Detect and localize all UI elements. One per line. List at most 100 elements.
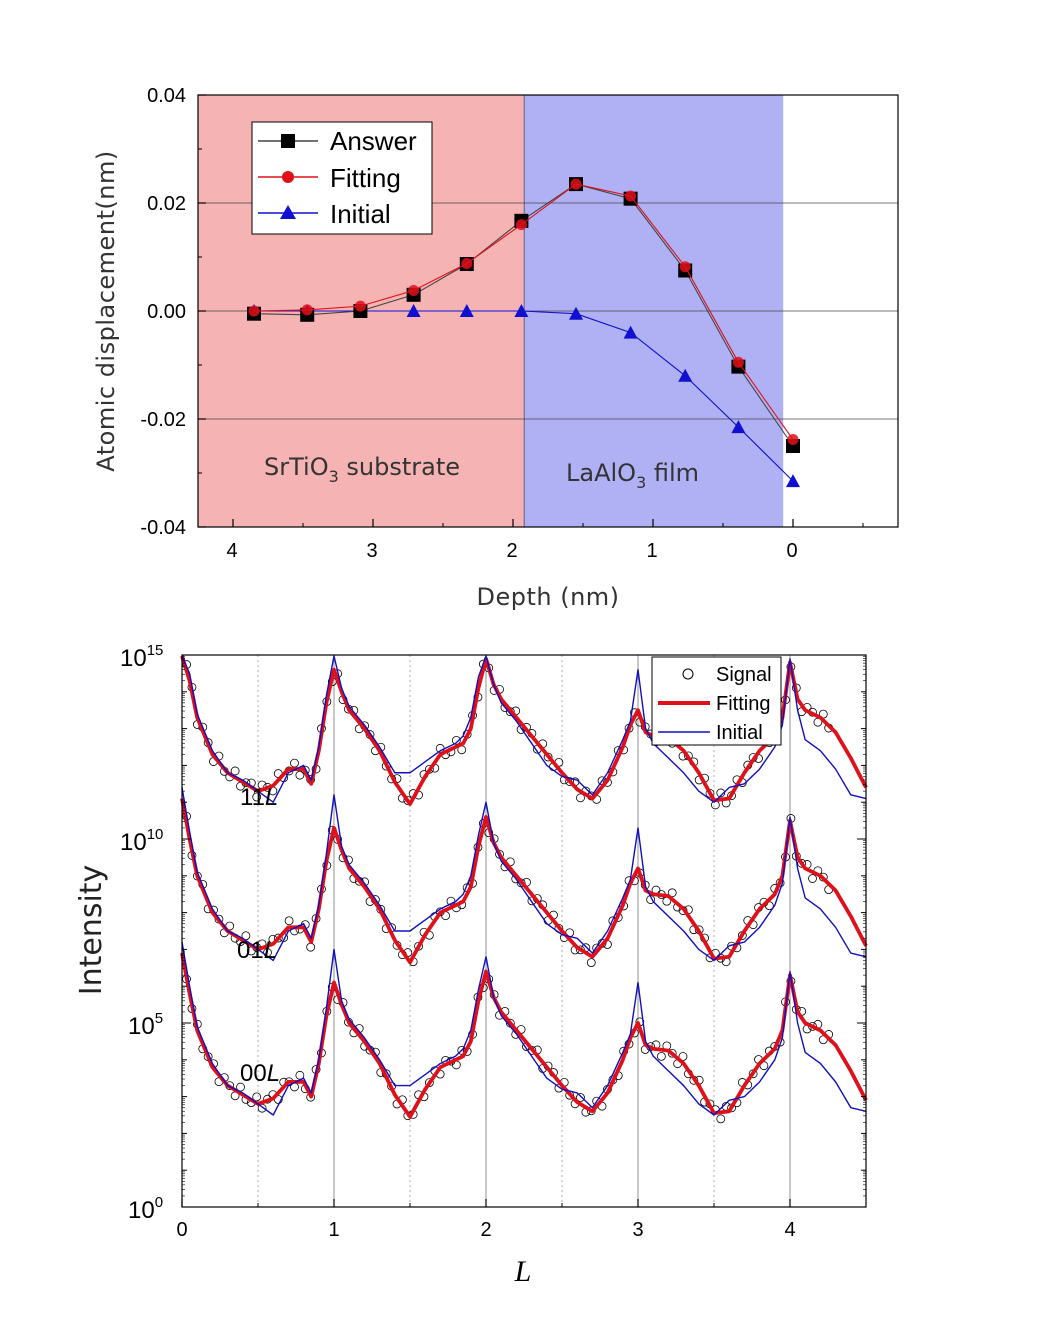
fitting-curve-11L (180, 655, 868, 806)
fitting-point-4 (461, 257, 473, 269)
substrate-label-prefix: SrTiO (264, 453, 329, 481)
y-tick-label-0.02: 0.02 (147, 193, 186, 215)
signal-point-11L (565, 777, 575, 786)
signal-point-00L (576, 1093, 585, 1102)
y-axis-title: Atomic displacement(nm) (92, 150, 120, 472)
signal-point-00L (667, 1048, 677, 1058)
x2-tick-label-0: 0 (176, 1219, 187, 1241)
fitting-curve-01L (180, 798, 868, 965)
intensity-chart: 1015 1010 105 100 0 1 2 3 4 L Intensity … (74, 642, 868, 1288)
y-tick-label-minus-0.02: -0.02 (140, 409, 186, 431)
rod-label-italic: L (265, 784, 278, 811)
rod-label-italic: L (267, 1060, 280, 1087)
fitting-curve-00L (180, 952, 868, 1119)
tick-exponent: 15 (147, 642, 164, 659)
x2-tick-label-2: 2 (480, 1219, 491, 1241)
x-tick-label-2: 2 (506, 540, 517, 562)
fitting-point-8 (679, 261, 691, 273)
tick-base: 10 (128, 1197, 155, 1224)
displacement-chart: 0.04 0.02 0.00 -0.02 -0.04 4 3 2 1 0 Dep… (92, 85, 899, 611)
legend-fitting-label: Fitting (330, 163, 401, 193)
y-tick-label-1e5: 105 (128, 1010, 163, 1040)
fitting-point-3 (408, 284, 420, 296)
signal-point-00L (678, 1052, 688, 1061)
fitting-point-6 (570, 178, 582, 190)
top-legend: Answer Fitting Initial (251, 121, 433, 235)
substrate-label-suffix: substrate (339, 453, 460, 481)
y-tick-label-0.04: 0.04 (147, 85, 186, 107)
initial-curve-11L (181, 655, 867, 803)
signal-point-01L (273, 933, 283, 943)
y-tick-label-1e10: 1010 (120, 826, 163, 856)
initial-point-7 (623, 325, 638, 339)
legend-initial2-label: Initial (716, 722, 763, 744)
legend-fitting-marker (282, 171, 294, 183)
initial-point-4 (459, 304, 474, 317)
initial-point-5 (514, 304, 529, 317)
x-tick-label-1: 1 (646, 540, 657, 562)
x2-tick-label-1: 1 (328, 1219, 339, 1241)
signal-point-00L (716, 1114, 726, 1124)
x-tick-label-4: 4 (226, 540, 237, 562)
film-label-subscript: 3 (636, 473, 646, 492)
substrate-label-subscript: 3 (329, 467, 339, 486)
legend-answer-label: Answer (330, 126, 417, 156)
signal-point-00L (424, 1078, 434, 1087)
y2-axis-title: Intensity (74, 865, 109, 996)
x-axis-title: Depth (nm) (476, 583, 619, 611)
rod-curves (180, 655, 868, 1124)
signal-point-00L (252, 1092, 262, 1102)
legend-signal-label: Signal (716, 664, 772, 686)
fitting-point-1 (301, 304, 313, 316)
signal-point-11L (295, 770, 305, 780)
x2-tick-label-4: 4 (784, 1219, 795, 1241)
legend-initial-marker (280, 205, 296, 219)
rod-label-11L: 11L (240, 784, 278, 811)
tick-base: 10 (120, 645, 147, 672)
signal-point-11L (290, 758, 299, 768)
signal-point-01L (797, 858, 807, 868)
signal-point-01L (586, 958, 596, 968)
log-axis-ticks (181, 654, 866, 1208)
fitting-point-0 (248, 305, 260, 317)
x-tick-label-3: 3 (366, 540, 377, 562)
initial-point-6 (569, 306, 583, 320)
bottom-plot-frame (181, 654, 867, 1208)
axis-ticks (198, 94, 864, 528)
initial-point-9 (731, 420, 746, 434)
signal-point-11L (252, 792, 262, 802)
rod-label-prefix: 01 (237, 937, 264, 964)
legend-signal-marker (682, 668, 694, 680)
tick-base: 10 (120, 829, 147, 856)
initial-point-8 (678, 368, 693, 382)
film-label-prefix: LaAlO (566, 459, 636, 487)
y-tick-label-1e0: 100 (128, 1194, 163, 1224)
x2-axis-title: L (514, 1255, 532, 1288)
rod-label-prefix: 11 (240, 784, 265, 811)
legend-answer-marker (281, 134, 295, 148)
signal-point-01L (284, 916, 294, 926)
signal-point-11L (230, 766, 240, 776)
tick-exponent: 0 (155, 1194, 163, 1211)
signal-point-00L (657, 1051, 666, 1061)
rod-label-00L: 00L (240, 1060, 280, 1087)
signal-point-11L (716, 788, 726, 798)
fitting-point-5 (515, 219, 527, 231)
y-tick-label-minus-0.04: -0.04 (140, 517, 186, 539)
series-lines (247, 177, 800, 488)
fitting-point-9 (732, 356, 744, 368)
signal-point-11L (451, 735, 461, 745)
x-tick-label-0: 0 (786, 540, 797, 562)
legend-initial-label: Initial (330, 199, 391, 229)
tick-exponent: 10 (147, 826, 164, 843)
rod-label-italic: L (264, 937, 277, 964)
tick-exponent: 5 (155, 1010, 163, 1027)
x2-tick-label-3: 3 (632, 1219, 643, 1241)
signal-point-01L (808, 874, 817, 883)
initial-curve-00L (181, 941, 867, 1116)
bottom-legend: Signal Fitting Initial (651, 656, 782, 746)
region-label-film: LaAlO3 film (566, 459, 699, 492)
initial-point-10 (786, 474, 800, 488)
y-tick-label-1e15: 1015 (120, 642, 163, 672)
